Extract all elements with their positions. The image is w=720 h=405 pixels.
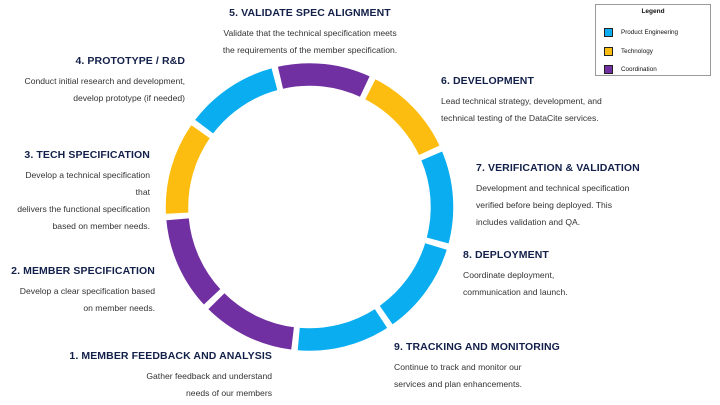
ring-segment-step-2 (418, 148, 456, 247)
step-9-title: 9. TRACKING AND MONITORING (394, 341, 560, 353)
legend-title: Legend (641, 8, 665, 15)
step-3: 3. TECH SPECIFICATION Develop a technica… (10, 149, 150, 235)
step-7-title: 7. VERIFICATION & VALIDATION (476, 162, 640, 174)
step-4-title: 4. PROTOTYPE / R&D (75, 55, 185, 67)
step-8-title: 8. DEPLOYMENT (463, 249, 549, 261)
step-6-description: Lead technical strategy, development, an… (441, 96, 602, 123)
step-2-title: 2. MEMBER SPECIFICATION (11, 265, 155, 277)
step-1: 1. MEMBER FEEDBACK AND ANALYSIS Gather f… (60, 350, 272, 402)
ring-segment-step-7 (163, 215, 224, 308)
legend-label-product-engineering: Product Engineering (621, 28, 679, 36)
legend-label-technology: Technology (621, 47, 653, 55)
legend-label-coordination: Coordination (621, 65, 657, 73)
step-8-description: Coordinate deployment, communication and… (463, 270, 568, 297)
step-7-description: Development and technical specification … (476, 183, 630, 227)
step-5-description: Validate that the technical specificatio… (222, 28, 398, 55)
step-6: 6. DEVELOPMENT Lead technical strategy, … (441, 75, 631, 127)
step-1-title: 1. MEMBER FEEDBACK AND ANALYSIS (69, 350, 272, 362)
legend-item-technology: Technology (604, 46, 653, 56)
step-9: 9. TRACKING AND MONITORING Continue to t… (394, 341, 564, 393)
step-1-description: Gather feedback and understand needs of … (146, 371, 272, 398)
step-2: 2. MEMBER SPECIFICATION Develop a clear … (10, 265, 155, 317)
ring-segment-step-9 (295, 306, 391, 354)
step-2-description: Develop a clear specification based on m… (19, 286, 155, 313)
ring-segment-step-4 (275, 60, 373, 100)
legend-swatch-technology (604, 46, 613, 56)
legend-swatch-product-engineering (604, 27, 613, 37)
step-7: 7. VERIFICATION & VALIDATION Development… (476, 162, 656, 231)
step-8: 8. DEPLOYMENT Coordinate deployment, com… (463, 249, 613, 301)
ring-segment-step-3 (362, 76, 443, 158)
ring-segment-step-5 (192, 65, 281, 137)
step-9-description: Continue to track and monitor our servic… (394, 362, 523, 389)
legend-item-coordination: Coordination (604, 64, 657, 74)
step-6-title: 6. DEVELOPMENT (441, 75, 534, 87)
step-4-description: Conduct initial research and development… (24, 76, 185, 103)
legend-item-product-engineering: Product Engineering (604, 27, 678, 37)
legend-swatch-coordination (604, 64, 613, 74)
ring-segment-step-1 (376, 240, 450, 328)
ring-segment-step-8 (205, 290, 297, 353)
step-3-description: Develop a technical specification that d… (17, 170, 150, 231)
step-5: 5. VALIDATE SPEC ALIGNMENT Validate that… (205, 7, 415, 59)
step-3-title: 3. TECH SPECIFICATION (24, 149, 150, 161)
step-4: 4. PROTOTYPE / R&D Conduct initial resea… (10, 55, 185, 107)
legend: Legend Product Engineering Technology Co… (595, 4, 711, 76)
step-5-title: 5. VALIDATE SPEC ALIGNMENT (229, 7, 391, 19)
ring-segment-step-6 (163, 122, 213, 217)
